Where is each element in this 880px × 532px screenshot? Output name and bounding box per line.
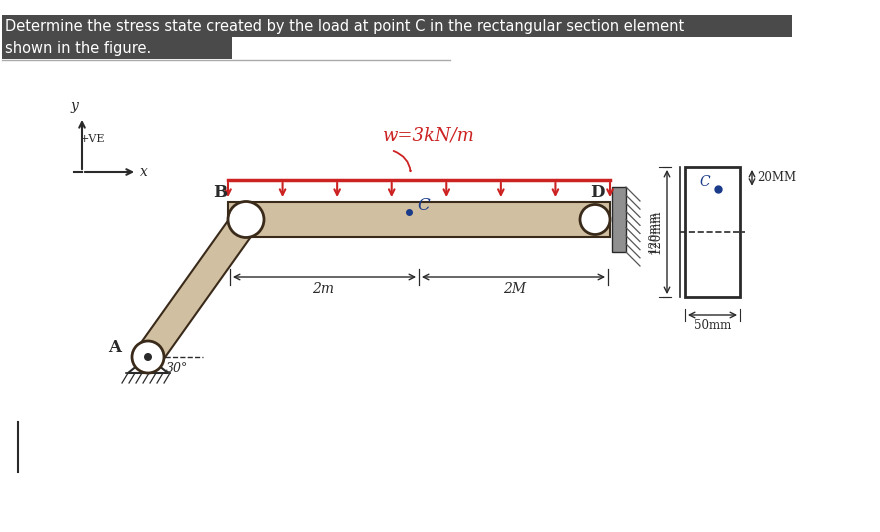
Text: +VE: +VE [80, 134, 106, 144]
Polygon shape [136, 211, 258, 365]
Text: w=3kN/m: w=3kN/m [383, 126, 475, 144]
Circle shape [132, 341, 164, 373]
Text: Determine the stress state created by the load at point C in the rectangular sec: Determine the stress state created by th… [5, 19, 685, 34]
Bar [612, 187, 626, 252]
Text: 2m: 2m [312, 282, 334, 296]
Bar [2, 15, 792, 37]
Text: 20MM: 20MM [757, 171, 796, 184]
Text: B: B [213, 184, 227, 201]
Text: C: C [417, 196, 429, 213]
Text: A: A [108, 339, 121, 356]
Text: C: C [699, 174, 710, 189]
Circle shape [144, 353, 152, 361]
Text: y: y [70, 99, 78, 113]
Text: x: x [140, 165, 148, 179]
Circle shape [580, 204, 610, 235]
Text: 50mm: 50mm [693, 319, 731, 332]
Bar [228, 202, 610, 237]
Circle shape [228, 202, 264, 237]
Bar [2, 37, 232, 59]
Text: 120mm: 120mm [648, 211, 658, 253]
FancyArrowPatch shape [393, 151, 411, 171]
Text: D: D [590, 184, 605, 201]
Bar [685, 167, 740, 297]
Polygon shape [128, 357, 168, 373]
Text: shown in the figure.: shown in the figure. [5, 40, 151, 55]
Text: 120mm: 120mm [650, 210, 663, 254]
Text: 30°: 30° [166, 362, 188, 375]
Text: 2M: 2M [503, 282, 526, 296]
